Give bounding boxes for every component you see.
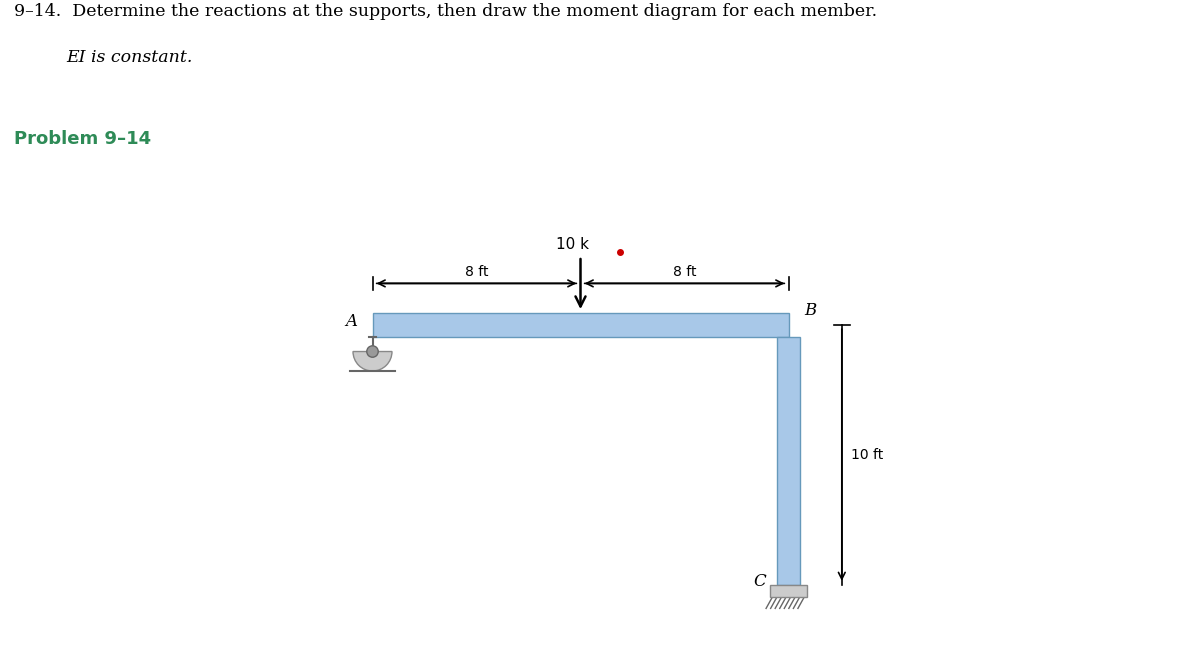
Circle shape: [367, 346, 378, 358]
Text: 8 ft: 8 ft: [464, 265, 488, 279]
Text: 8 ft: 8 ft: [673, 265, 696, 279]
Text: A: A: [344, 313, 356, 330]
Text: 10 ft: 10 ft: [851, 448, 883, 462]
Bar: [770, 585, 806, 597]
Text: Problem 9–14: Problem 9–14: [14, 130, 151, 148]
Wedge shape: [353, 352, 392, 371]
Text: 10 k: 10 k: [557, 237, 589, 252]
Polygon shape: [372, 313, 788, 337]
Text: EI is constant.: EI is constant.: [66, 49, 192, 66]
Text: C: C: [754, 573, 767, 590]
Text: B: B: [804, 302, 816, 319]
Text: 9–14.  Determine the reactions at the supports, then draw the moment diagram for: 9–14. Determine the reactions at the sup…: [14, 3, 877, 20]
Polygon shape: [776, 337, 800, 585]
